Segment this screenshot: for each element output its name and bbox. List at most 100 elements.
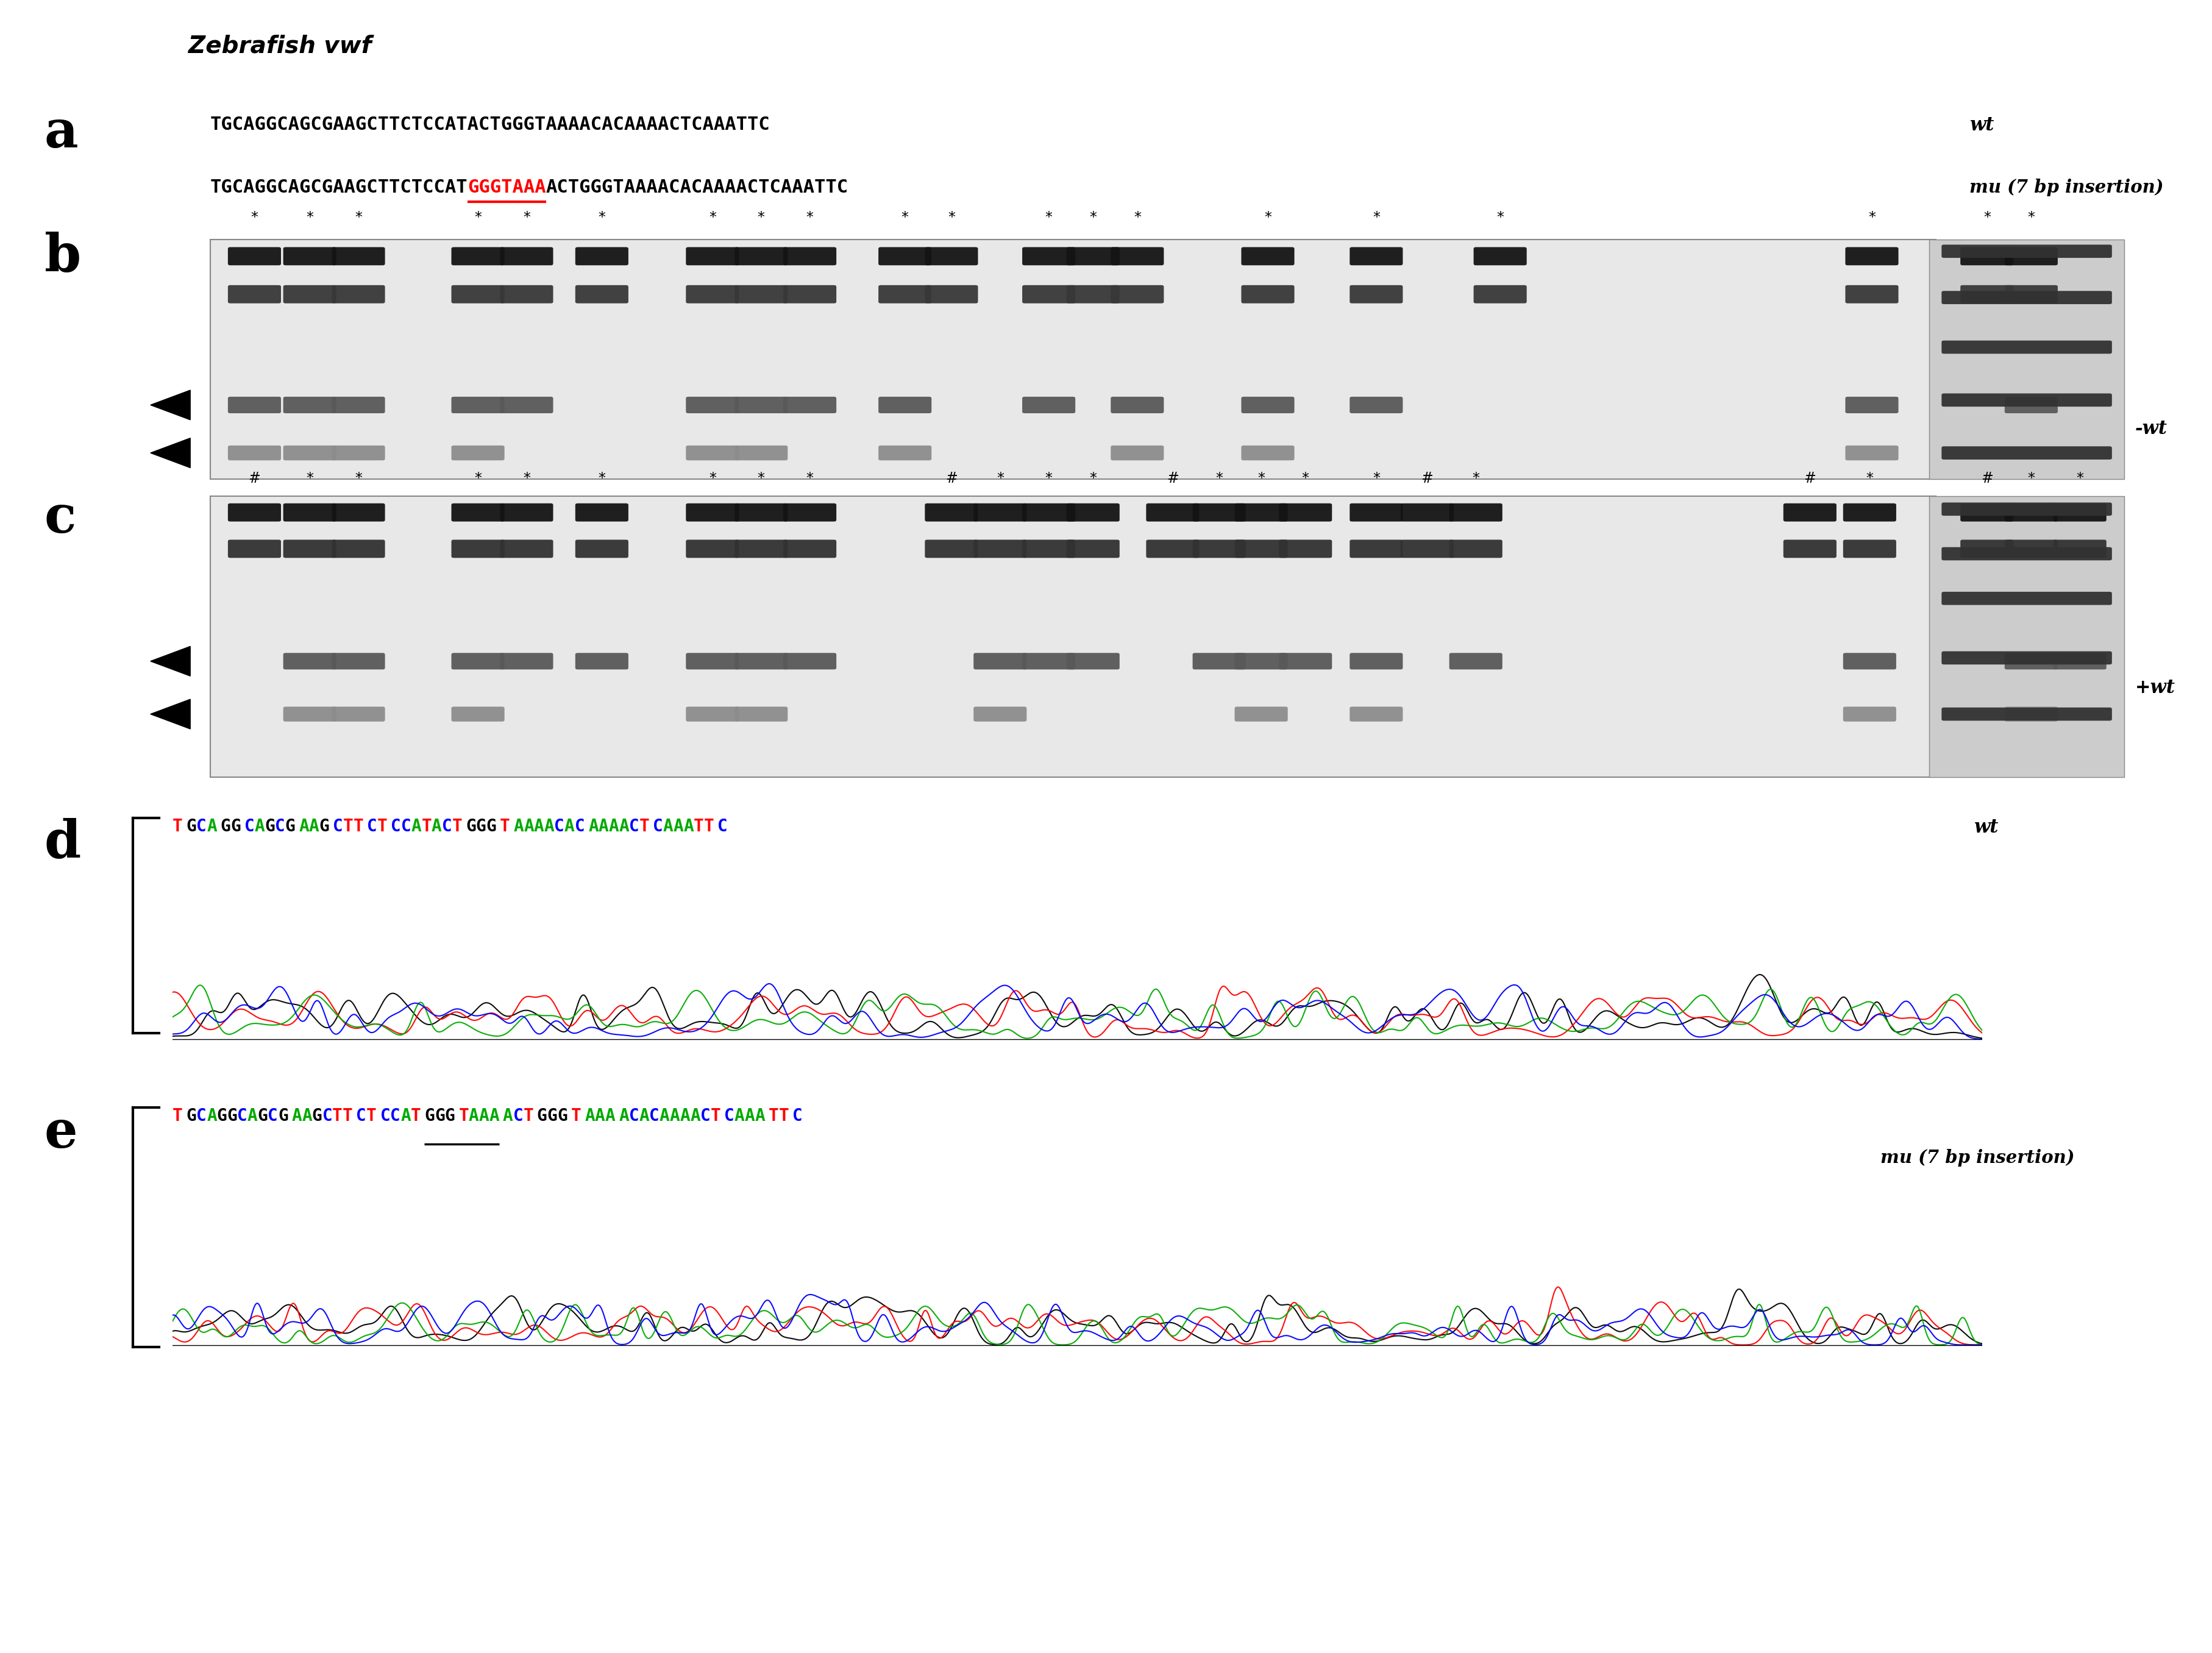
- Text: T: T: [768, 1108, 779, 1124]
- FancyBboxPatch shape: [973, 503, 1026, 522]
- Text: A: A: [400, 1108, 411, 1124]
- FancyBboxPatch shape: [1473, 246, 1526, 264]
- Text: A: A: [659, 1108, 670, 1124]
- FancyBboxPatch shape: [1845, 445, 1898, 460]
- FancyBboxPatch shape: [1942, 393, 2110, 407]
- FancyBboxPatch shape: [332, 286, 385, 304]
- FancyBboxPatch shape: [1400, 539, 1453, 557]
- FancyBboxPatch shape: [1942, 547, 2110, 560]
- FancyBboxPatch shape: [1845, 286, 1898, 304]
- Text: *: *: [1471, 471, 1480, 486]
- FancyBboxPatch shape: [1022, 539, 1075, 557]
- Text: A: A: [411, 818, 420, 835]
- FancyBboxPatch shape: [1960, 246, 2013, 264]
- FancyBboxPatch shape: [1845, 246, 1898, 264]
- FancyBboxPatch shape: [1449, 653, 1502, 669]
- FancyBboxPatch shape: [1449, 503, 1502, 522]
- Text: T: T: [420, 818, 431, 835]
- FancyBboxPatch shape: [2004, 286, 2057, 304]
- FancyBboxPatch shape: [2004, 246, 2057, 264]
- Text: A: A: [639, 1108, 648, 1124]
- FancyBboxPatch shape: [925, 246, 978, 264]
- FancyBboxPatch shape: [783, 653, 836, 669]
- FancyBboxPatch shape: [783, 286, 836, 304]
- Text: *: *: [250, 210, 259, 225]
- Text: #: #: [1420, 471, 1433, 486]
- Text: *: *: [305, 210, 314, 225]
- FancyBboxPatch shape: [451, 503, 504, 522]
- FancyBboxPatch shape: [1942, 446, 2110, 460]
- FancyBboxPatch shape: [500, 246, 553, 264]
- Text: A: A: [299, 818, 310, 835]
- Text: G: G: [285, 818, 294, 835]
- FancyBboxPatch shape: [686, 707, 739, 721]
- FancyBboxPatch shape: [500, 653, 553, 669]
- Text: C: C: [367, 818, 376, 835]
- Text: *: *: [1371, 210, 1380, 225]
- FancyBboxPatch shape: [1022, 286, 1075, 304]
- Text: A: A: [734, 1108, 743, 1124]
- FancyBboxPatch shape: [734, 503, 787, 522]
- Text: C: C: [575, 818, 584, 835]
- FancyBboxPatch shape: [2004, 539, 2057, 557]
- Text: C: C: [792, 1108, 803, 1124]
- Text: G: G: [434, 1108, 445, 1124]
- FancyBboxPatch shape: [1022, 397, 1075, 413]
- Text: C: C: [268, 1108, 279, 1124]
- FancyBboxPatch shape: [575, 539, 628, 557]
- FancyBboxPatch shape: [1349, 707, 1402, 721]
- Text: C: C: [653, 818, 664, 835]
- FancyBboxPatch shape: [1279, 503, 1332, 522]
- FancyBboxPatch shape: [1349, 246, 1402, 264]
- Text: C: C: [723, 1108, 734, 1124]
- FancyBboxPatch shape: [1942, 651, 2110, 665]
- Text: *: *: [354, 210, 363, 225]
- Text: ACTGGGTAAAACACAAAACTCAAATTC: ACTGGGTAAAACACAAAACTCAAATTC: [546, 179, 847, 197]
- FancyBboxPatch shape: [2004, 503, 2057, 522]
- FancyBboxPatch shape: [1234, 539, 1287, 557]
- FancyBboxPatch shape: [283, 653, 336, 669]
- FancyBboxPatch shape: [1960, 503, 2013, 522]
- FancyBboxPatch shape: [2004, 397, 2057, 413]
- FancyBboxPatch shape: [1942, 245, 2110, 258]
- FancyBboxPatch shape: [734, 445, 787, 460]
- Text: T: T: [411, 1108, 420, 1124]
- Text: G: G: [312, 1108, 323, 1124]
- FancyBboxPatch shape: [925, 286, 978, 304]
- Text: A: A: [684, 818, 692, 835]
- Text: *: *: [1867, 210, 1876, 225]
- Text: A: A: [672, 818, 684, 835]
- Text: G: G: [538, 1108, 546, 1124]
- Text: T: T: [354, 818, 363, 835]
- Text: *: *: [757, 471, 765, 486]
- Text: *: *: [900, 210, 909, 225]
- FancyBboxPatch shape: [783, 539, 836, 557]
- Text: *: *: [305, 471, 314, 486]
- Bar: [210, 496, 1935, 777]
- FancyBboxPatch shape: [2004, 707, 2057, 721]
- Text: *: *: [1044, 471, 1053, 486]
- FancyBboxPatch shape: [1110, 397, 1164, 413]
- FancyBboxPatch shape: [686, 246, 739, 264]
- Text: T: T: [451, 818, 462, 835]
- FancyBboxPatch shape: [332, 503, 385, 522]
- Text: T: T: [522, 1108, 533, 1124]
- FancyBboxPatch shape: [1066, 503, 1119, 522]
- Text: A: A: [513, 818, 524, 835]
- Text: TGCAGGCAGCGAAGCTTCTCCATACTGGGTAAAACACAAAACTCAAATTC: TGCAGGCAGCGAAGCTTCTCCATACTGGGTAAAACACAAA…: [210, 116, 770, 134]
- Bar: [210, 240, 1935, 479]
- FancyBboxPatch shape: [1942, 341, 2110, 354]
- FancyBboxPatch shape: [1022, 246, 1075, 264]
- Text: *: *: [354, 471, 363, 486]
- Text: *: *: [757, 210, 765, 225]
- Text: C: C: [392, 818, 400, 835]
- FancyBboxPatch shape: [1241, 286, 1294, 304]
- FancyBboxPatch shape: [500, 503, 553, 522]
- Text: *: *: [1044, 210, 1053, 225]
- FancyBboxPatch shape: [973, 539, 1026, 557]
- FancyBboxPatch shape: [283, 539, 336, 557]
- Text: C: C: [648, 1108, 659, 1124]
- Text: T: T: [458, 1108, 469, 1124]
- FancyBboxPatch shape: [451, 707, 504, 721]
- Text: #: #: [1803, 471, 1816, 486]
